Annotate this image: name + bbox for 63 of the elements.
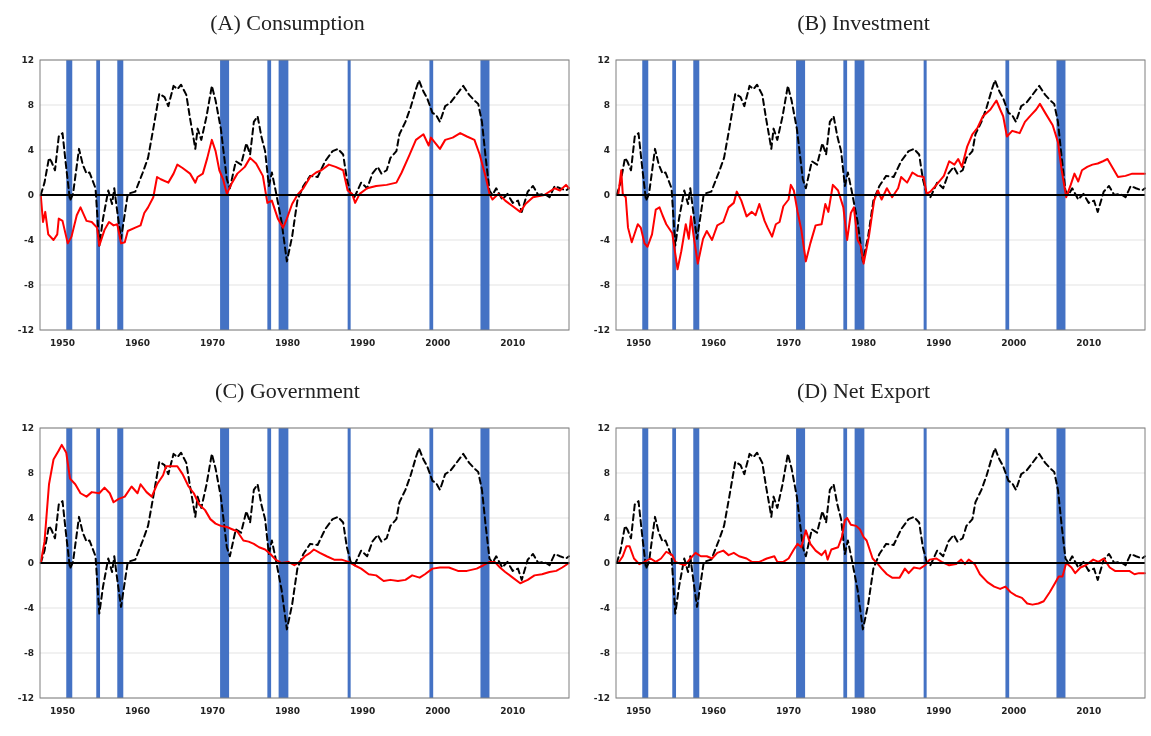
chart-title: (B) Investment <box>797 10 930 35</box>
x-tick-label: 1950 <box>625 706 652 716</box>
chart-title: (D) Net Export <box>796 378 931 403</box>
chart-title: (C) Government <box>215 378 360 403</box>
y-tick-label: 4 <box>603 145 610 156</box>
x-tick-label: 1950 <box>625 338 652 348</box>
x-tick-label: 1960 <box>125 706 151 716</box>
y-tick-label: 8 <box>603 468 610 479</box>
y-tick-label: 4 <box>603 513 610 524</box>
y-tick-label: 8 <box>603 100 610 111</box>
x-tick-label: 1960 <box>701 338 727 348</box>
y-tick-label: 8 <box>27 100 34 111</box>
x-tick-label: 2010 <box>1076 338 1102 348</box>
y-tick-label: -12 <box>17 325 34 336</box>
x-tick-label: 1990 <box>350 706 376 716</box>
y-tick-label: 0 <box>603 558 610 569</box>
y-tick-label: -4 <box>24 603 34 614</box>
y-tick-label: -8 <box>600 280 610 291</box>
x-tick-label: 2000 <box>1001 706 1027 716</box>
y-tick-label: 12 <box>597 55 610 66</box>
x-tick-label: 1980 <box>851 706 877 716</box>
y-tick-label: -8 <box>24 280 34 291</box>
x-tick-label: 1980 <box>851 338 877 348</box>
x-tick-label: 2000 <box>1001 338 1027 348</box>
x-tick-label: 2010 <box>500 706 526 716</box>
line-series <box>39 132 570 247</box>
y-tick-label: 12 <box>597 423 610 434</box>
y-tick-label: -4 <box>600 235 610 246</box>
y-tick-label: 12 <box>21 423 34 434</box>
x-tick-label: 1990 <box>926 706 952 716</box>
x-tick-label: 1980 <box>275 706 301 716</box>
y-tick-label: -12 <box>17 693 34 704</box>
y-tick-label: -8 <box>24 648 34 659</box>
x-tick-label: 1990 <box>926 338 952 348</box>
y-tick-label: -4 <box>600 603 610 614</box>
x-tick-label: 2010 <box>1076 706 1102 716</box>
x-tick-label: 1970 <box>200 338 226 348</box>
y-tick-label: 0 <box>27 190 34 201</box>
line-series <box>39 443 570 585</box>
y-tick-label: -4 <box>24 235 34 246</box>
y-tick-label: 8 <box>27 468 34 479</box>
x-tick-label: 1950 <box>49 338 76 348</box>
y-tick-label: -8 <box>600 648 610 659</box>
x-tick-label: 1990 <box>350 338 376 348</box>
x-tick-label: 1950 <box>49 706 76 716</box>
y-tick-label: 0 <box>27 558 34 569</box>
x-tick-label: 2010 <box>500 338 526 348</box>
y-tick-label: 4 <box>27 145 34 156</box>
y-tick-label: -12 <box>593 325 610 336</box>
line-series <box>617 517 1146 606</box>
x-tick-label: 1970 <box>776 338 802 348</box>
x-tick-label: 1970 <box>200 706 226 716</box>
x-tick-label: 1960 <box>125 338 151 348</box>
x-tick-label: 1970 <box>776 706 802 716</box>
y-tick-label: 4 <box>27 513 34 524</box>
chart-title: (A) Consumption <box>210 10 365 35</box>
y-tick-label: 0 <box>603 190 610 201</box>
x-tick-label: 1980 <box>275 338 301 348</box>
x-tick-label: 2000 <box>425 338 451 348</box>
x-tick-label: 1960 <box>701 706 727 716</box>
y-tick-label: 12 <box>21 55 34 66</box>
x-tick-label: 2000 <box>425 706 451 716</box>
y-tick-label: -12 <box>593 693 610 704</box>
